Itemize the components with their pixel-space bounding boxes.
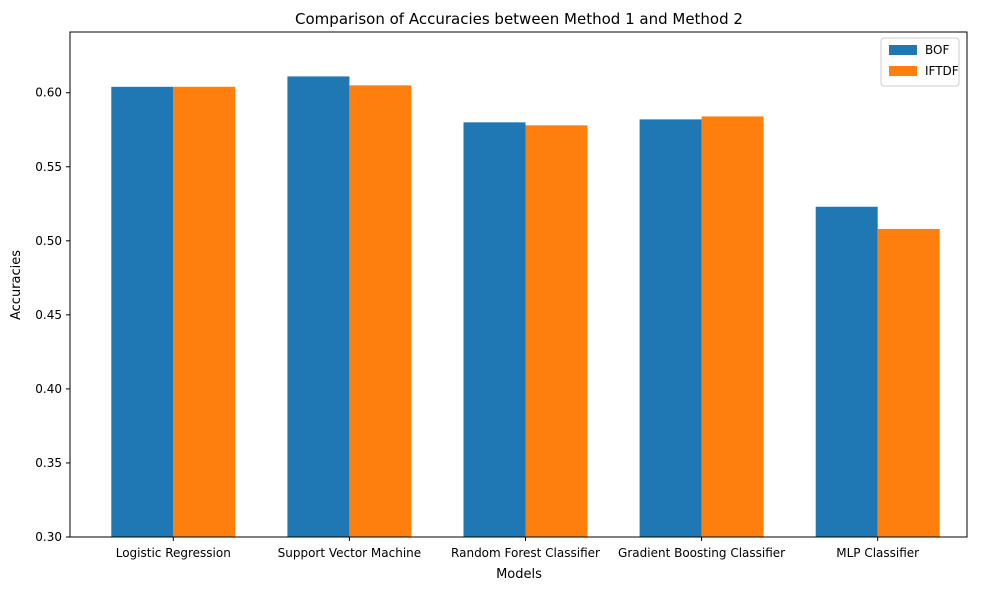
bar-iftdf-1: [349, 85, 412, 537]
legend: BOF IFTDF: [880, 37, 960, 87]
y-tick-label: 0.35: [35, 456, 62, 470]
y-tick-label: 0.40: [35, 382, 62, 396]
bar-iftdf-2: [525, 125, 588, 537]
chart-title: Comparison of Accuracies between Method …: [295, 10, 743, 28]
x-axis: Logistic Regression Support Vector Machin…: [116, 537, 919, 560]
legend-swatch-iftdf: [889, 66, 917, 76]
y-tick-label: 0.55: [35, 160, 62, 174]
bar-bof-2: [463, 122, 526, 537]
bar-iftdf-0: [173, 86, 236, 537]
legend-swatch-bof: [889, 45, 917, 55]
y-axis-label: Accuracies: [9, 250, 24, 320]
plot-frame: [69, 31, 968, 538]
y-axis: 0.30 0.35 0.40 0.45 0.50 0.55 0.60: [35, 86, 70, 544]
bar-bof-1: [287, 76, 350, 537]
y-tick-label: 0.45: [35, 308, 62, 322]
x-tick-label: Random Forest Classifier: [451, 546, 600, 560]
x-tick-label: Logistic Regression: [116, 546, 231, 560]
x-tick-label: MLP Classifier: [836, 546, 919, 560]
y-tick-label: 0.60: [35, 86, 62, 100]
y-tick-label: 0.30: [35, 530, 62, 544]
bars-group: [111, 76, 940, 538]
bar-bof-4: [815, 206, 878, 537]
bar-bof-3: [639, 119, 702, 537]
legend-label-bof: BOF: [925, 43, 949, 57]
bar-bof-0: [111, 86, 174, 537]
bar-iftdf-4: [877, 228, 940, 537]
x-axis-label: Models: [496, 567, 542, 582]
x-tick-label: Support Vector Machine: [278, 546, 422, 560]
y-tick-label: 0.50: [35, 234, 62, 248]
legend-label-iftdf: IFTDF: [925, 64, 959, 78]
bar-iftdf-3: [701, 116, 764, 538]
x-tick-label: Gradient Boosting Classifier: [618, 546, 785, 560]
